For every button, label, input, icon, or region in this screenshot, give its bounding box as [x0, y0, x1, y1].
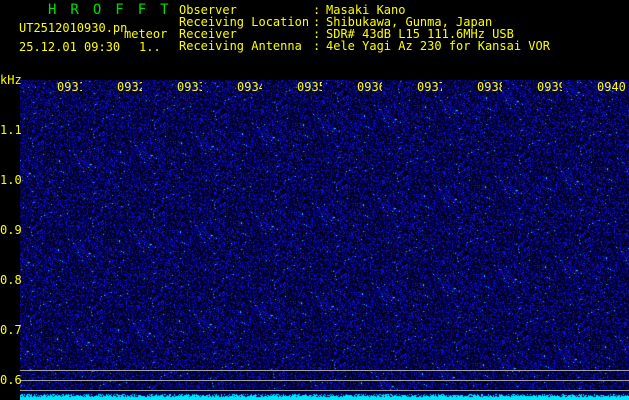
file-name: UT2512010930.pn: [19, 21, 128, 35]
gridline: [20, 370, 629, 371]
time-tick-label: 0934: [237, 81, 262, 94]
info-value: Shibukawa, Gunma, Japan: [326, 15, 493, 29]
info-colon: :: [313, 3, 321, 17]
y-unit-label: kHz: [0, 73, 22, 87]
time-tick-label: 0936: [357, 81, 382, 94]
y-tick-label: 0.8: [0, 273, 22, 287]
info-label: Observer: [179, 3, 237, 17]
time-tick-label: 0932: [117, 81, 142, 94]
spectrogram: [20, 80, 629, 400]
y-tick-label: 1.0: [0, 173, 22, 187]
info-colon: :: [313, 27, 321, 41]
datetime: 25.12.01 09:30: [19, 40, 121, 54]
y-tick-label: 0.6: [0, 373, 22, 387]
info-value: 4ele Yagi Az 230 for Kansai VOR: [326, 39, 550, 53]
mode-label: meteor: [124, 27, 168, 41]
time-tick-label: 0940: [597, 81, 626, 94]
y-tick-label: 1.1: [0, 123, 22, 137]
info-value: SDR# 43dB L15 111.6MHz USB: [326, 27, 514, 41]
info-value: Masaki Kano: [326, 3, 406, 17]
info-colon: :: [313, 15, 321, 29]
app-title: HROFFT: [48, 2, 183, 18]
time-tick-label: 0938: [477, 81, 502, 94]
gridline: [20, 390, 629, 391]
info-label: Receiver: [179, 27, 237, 41]
gridline: [20, 380, 629, 381]
y-tick-label: 0.9: [0, 223, 22, 237]
info-label: Receiving Antenna: [179, 39, 302, 53]
info-label: Receiving Location: [179, 15, 310, 29]
time-tick-label: 0933: [177, 81, 202, 94]
info-colon: :: [313, 39, 321, 53]
y-tick-label: 0.7: [0, 323, 22, 337]
time-tick-label: 0931: [57, 81, 82, 94]
time-tick-label: 0939: [537, 81, 562, 94]
time-tick-label: 0937: [417, 81, 442, 94]
time-tick-label: 0935: [297, 81, 322, 94]
count: 1..: [139, 40, 161, 54]
